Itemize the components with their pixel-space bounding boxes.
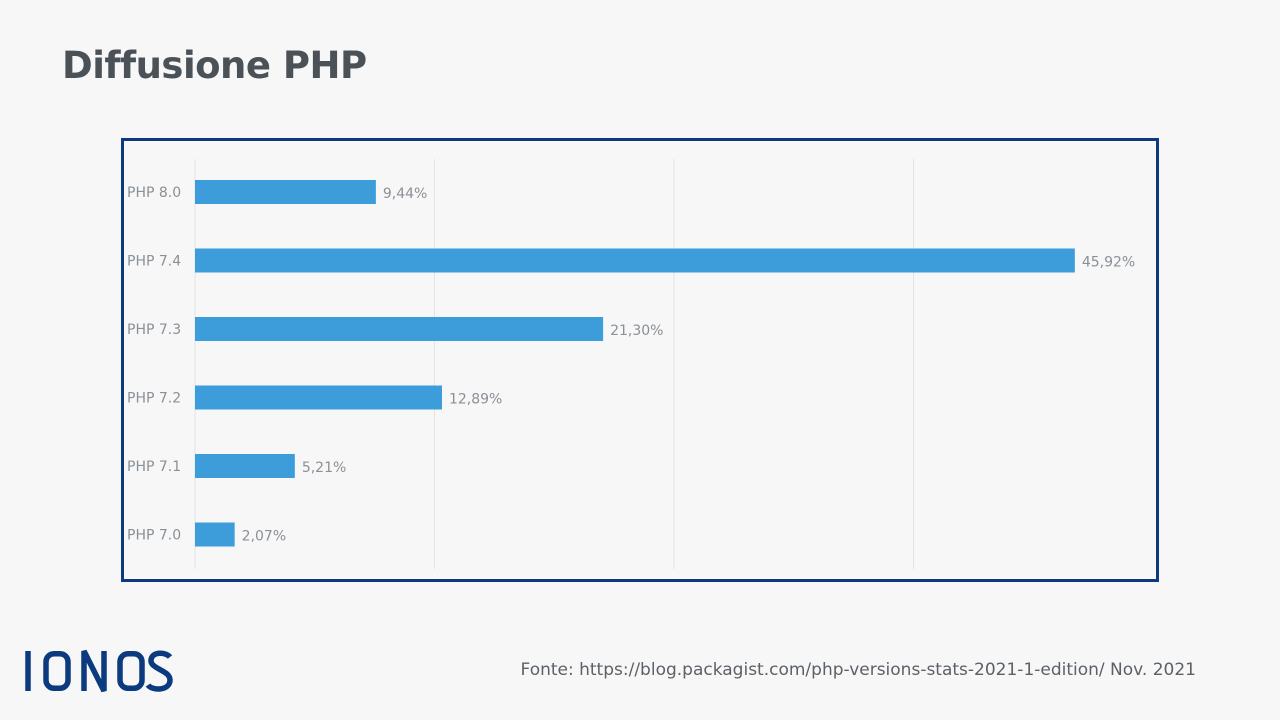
value-label: 21,30% xyxy=(610,323,663,339)
source-note: Fonte: https://blog.packagist.com/php-ve… xyxy=(520,660,1196,680)
bar xyxy=(195,385,442,410)
category-label: PHP 7.2 xyxy=(127,391,181,407)
bar xyxy=(195,454,295,478)
category-label: PHP 7.0 xyxy=(127,528,181,544)
value-label: 2,07% xyxy=(242,529,286,545)
category-label: PHP 8.0 xyxy=(127,185,181,201)
bar-chart: PHP 8.0 9,44% PHP 7.4 45,92% PHP 7.3 21,30% PH… xyxy=(127,159,1135,569)
category-label: PHP 7.1 xyxy=(127,459,181,475)
ionos-logo xyxy=(25,649,173,693)
category-label: PHP 7.3 xyxy=(127,322,181,338)
chart-frame: PHP 8.0 9,44% PHP 7.4 45,92% PHP 7.3 21,30% PH… xyxy=(121,138,1159,582)
value-label: 9,44% xyxy=(383,186,427,202)
bar xyxy=(195,248,1075,273)
value-label: 12,89% xyxy=(449,392,502,408)
bar xyxy=(195,317,604,341)
page-title: Diffusione PHP xyxy=(62,44,367,87)
value-label: 45,92% xyxy=(1082,255,1135,271)
value-label: 5,21% xyxy=(302,460,346,476)
category-label: PHP 7.4 xyxy=(127,254,181,270)
bar xyxy=(195,522,235,547)
bar xyxy=(195,180,376,204)
